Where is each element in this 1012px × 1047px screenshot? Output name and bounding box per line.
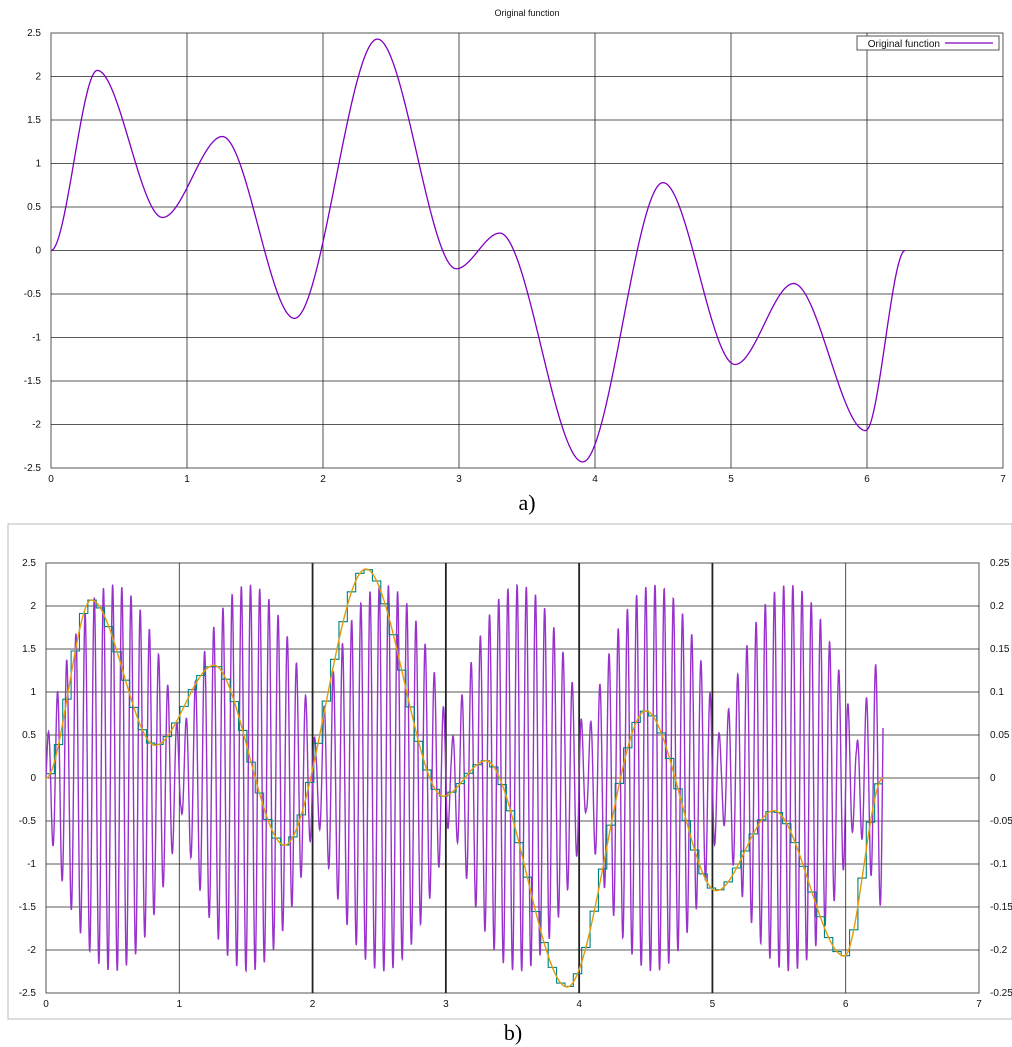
y-tick-label: 0.5 xyxy=(27,202,41,213)
x-tick-label: 1 xyxy=(184,474,190,485)
chart-b-y2-ticks: 0.25 0.2 0.15 0.1 0.05 0 -0.05 -0.1 -0.15 -0.2 -0.… xyxy=(990,558,1012,999)
chart-a-caption: a) xyxy=(518,490,535,515)
y2-tick-label: -0.1 xyxy=(990,859,1008,870)
y-tick-label: -1 xyxy=(32,333,41,344)
chart-b-caption: b) xyxy=(504,1020,522,1045)
y-tick-label: 1.5 xyxy=(27,115,41,126)
y-tick-label: 2.5 xyxy=(27,28,41,39)
x-tick-label: 3 xyxy=(456,474,462,485)
x-tick-label: 1 xyxy=(177,999,183,1010)
y-tick-label: -2 xyxy=(32,420,41,431)
x-tick-label: 6 xyxy=(864,474,870,485)
chart-b-frame xyxy=(7,523,1012,1020)
chart-b-grid xyxy=(46,563,979,993)
x-tick-label: 5 xyxy=(710,999,716,1010)
x-tick-label: 2 xyxy=(310,999,316,1010)
x-tick-label: 2 xyxy=(320,474,326,485)
y-tick-label: 0 xyxy=(30,773,36,784)
y2-tick-label: 0 xyxy=(990,773,996,784)
x-tick-label: 0 xyxy=(43,999,49,1010)
y-tick-label: 2 xyxy=(30,601,36,612)
x-tick-label: 5 xyxy=(728,474,734,485)
y-tick-label: -1 xyxy=(27,859,36,870)
y-tick-label: 2.5 xyxy=(22,558,36,569)
y2-tick-label: 0.15 xyxy=(990,644,1010,655)
chart-a-legend-label: Original function xyxy=(868,39,940,50)
y2-tick-label: 0.2 xyxy=(990,601,1004,612)
y-tick-label: 1 xyxy=(30,687,36,698)
x-tick-label: 7 xyxy=(1000,474,1006,485)
y2-tick-label: 0.25 xyxy=(990,558,1010,569)
x-tick-label: 7 xyxy=(976,999,982,1010)
y-tick-label: -2.5 xyxy=(24,463,42,474)
x-tick-label: 6 xyxy=(843,999,849,1010)
x-tick-label: 3 xyxy=(443,999,449,1010)
y-tick-label: 1.5 xyxy=(22,644,36,655)
chart-a-title: Original function xyxy=(494,8,559,18)
y-tick-label: -2 xyxy=(27,945,36,956)
chart-b-oscillation-line xyxy=(45,583,884,974)
y2-tick-label: 0.1 xyxy=(990,687,1004,698)
y-tick-label: -2.5 xyxy=(19,988,37,999)
chart-b-x-ticks: 0 1 2 3 4 5 6 7 xyxy=(43,999,982,1010)
chart-b-y-ticks: 2.5 2 1.5 1 0.5 0 -0.5 -1 -1.5 -2 -2.5 xyxy=(19,558,37,999)
chart-a-y-ticks: 2.5 2 1.5 1 0.5 0 -0.5 -1 -1.5 -2 -2.5 xyxy=(24,28,42,474)
chart-b: 0 1 2 3 4 5 6 7 2.5 2 1.5 1 0.5 0 -0.5 -1 -1.5 -2 -2.5 0.… xyxy=(7,523,1012,1045)
y2-tick-label: -0.05 xyxy=(990,816,1012,827)
chart-a-legend: Original function xyxy=(856,35,1000,51)
y-tick-label: -1.5 xyxy=(19,902,37,913)
y2-tick-label: -0.15 xyxy=(990,902,1012,913)
chart-a-x-ticks: 0 1 2 3 4 5 6 7 xyxy=(48,474,1006,485)
y-tick-label: -0.5 xyxy=(19,816,37,827)
y-tick-label: 2 xyxy=(35,72,41,83)
x-tick-label: 4 xyxy=(576,999,582,1010)
chart-a-grid xyxy=(51,33,1003,468)
chart-b-original-line xyxy=(45,568,884,988)
y2-tick-label: 0.05 xyxy=(990,730,1010,741)
y-tick-label: -0.5 xyxy=(24,289,42,300)
y-tick-label: -1.5 xyxy=(24,376,42,387)
y-tick-label: 0 xyxy=(35,246,41,257)
y2-tick-label: -0.2 xyxy=(990,945,1008,956)
x-tick-label: 0 xyxy=(48,474,54,485)
chart-a-series-line xyxy=(50,38,906,463)
y2-tick-label: -0.25 xyxy=(990,988,1012,999)
x-tick-label: 4 xyxy=(592,474,598,485)
y-tick-label: 0.5 xyxy=(22,730,36,741)
y-tick-label: 1 xyxy=(35,159,41,170)
